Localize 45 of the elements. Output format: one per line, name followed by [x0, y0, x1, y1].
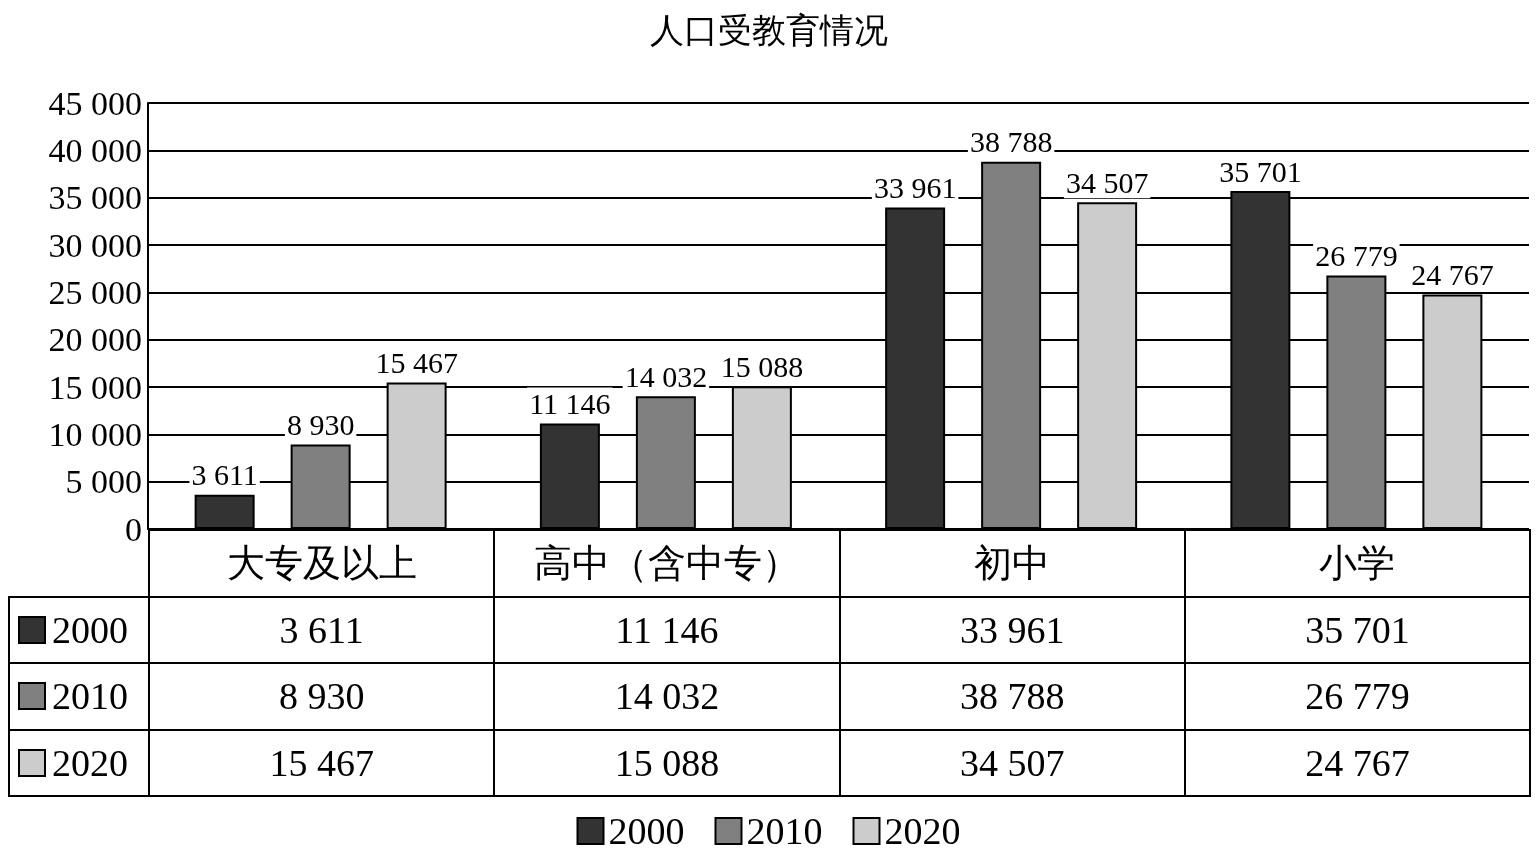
data-label: 24 767 [1183, 728, 1531, 797]
legend-label: 2000 [8, 595, 150, 664]
data-label: 35 701 [1183, 595, 1531, 664]
y-tick-label: 45 000 [48, 84, 142, 122]
text: 11 146 [529, 386, 611, 420]
x-tick-label: 初中 [838, 529, 1186, 598]
data-label: 15 088 [493, 728, 841, 797]
text: 33 961 [873, 171, 957, 204]
text: 2020 [52, 741, 128, 784]
y-tick-label: 15 000 [48, 368, 142, 406]
y-tick-label: 0 [125, 510, 142, 548]
data-label: 38 788 [838, 662, 1186, 731]
data-label: 14 032 [493, 662, 841, 731]
y-tick-label: 20 000 [48, 321, 142, 359]
y-tick-label: 40 000 [48, 131, 142, 169]
legend-label: 2020 [884, 810, 961, 852]
text: 35 701 [1219, 154, 1302, 188]
x-tick-label: 高中（含中专） [493, 529, 841, 598]
text: 2010 [746, 810, 823, 852]
legend-label: 2010 [8, 662, 150, 731]
x-tick-label: 大专及以上 [148, 529, 496, 598]
y-tick-label: 30 000 [48, 226, 142, 264]
y-tick-label: 25 000 [48, 273, 142, 311]
data-label: 33 961 [838, 595, 1186, 664]
text: 15 088 [720, 349, 804, 383]
text: 26 779 [1315, 238, 1398, 272]
data-label: 15 467 [148, 728, 496, 797]
text: 15 467 [375, 346, 458, 380]
text: 24 767 [1411, 258, 1494, 292]
text: 14 032 [624, 359, 708, 393]
x-tick-label: 小学 [1183, 529, 1531, 598]
y-tick-label: 10 000 [48, 415, 142, 453]
data-label: 3 611 [148, 595, 496, 664]
y-tick-label: 5 000 [65, 463, 142, 501]
text: 2000 [608, 810, 685, 852]
data-label: 11 146 [493, 595, 841, 664]
data-label: 8 930 [148, 662, 496, 731]
text: 34 507 [1065, 165, 1149, 199]
y-tick-label: 35 000 [48, 179, 142, 217]
text: 3 611 [191, 458, 258, 492]
chart-title: 人口受教育情况 [649, 11, 888, 49]
data-label: 34 507 [838, 728, 1186, 797]
text: 8 930 [286, 407, 355, 441]
text: 38 788 [969, 125, 1053, 159]
data-label: 26 779 [1183, 662, 1531, 731]
